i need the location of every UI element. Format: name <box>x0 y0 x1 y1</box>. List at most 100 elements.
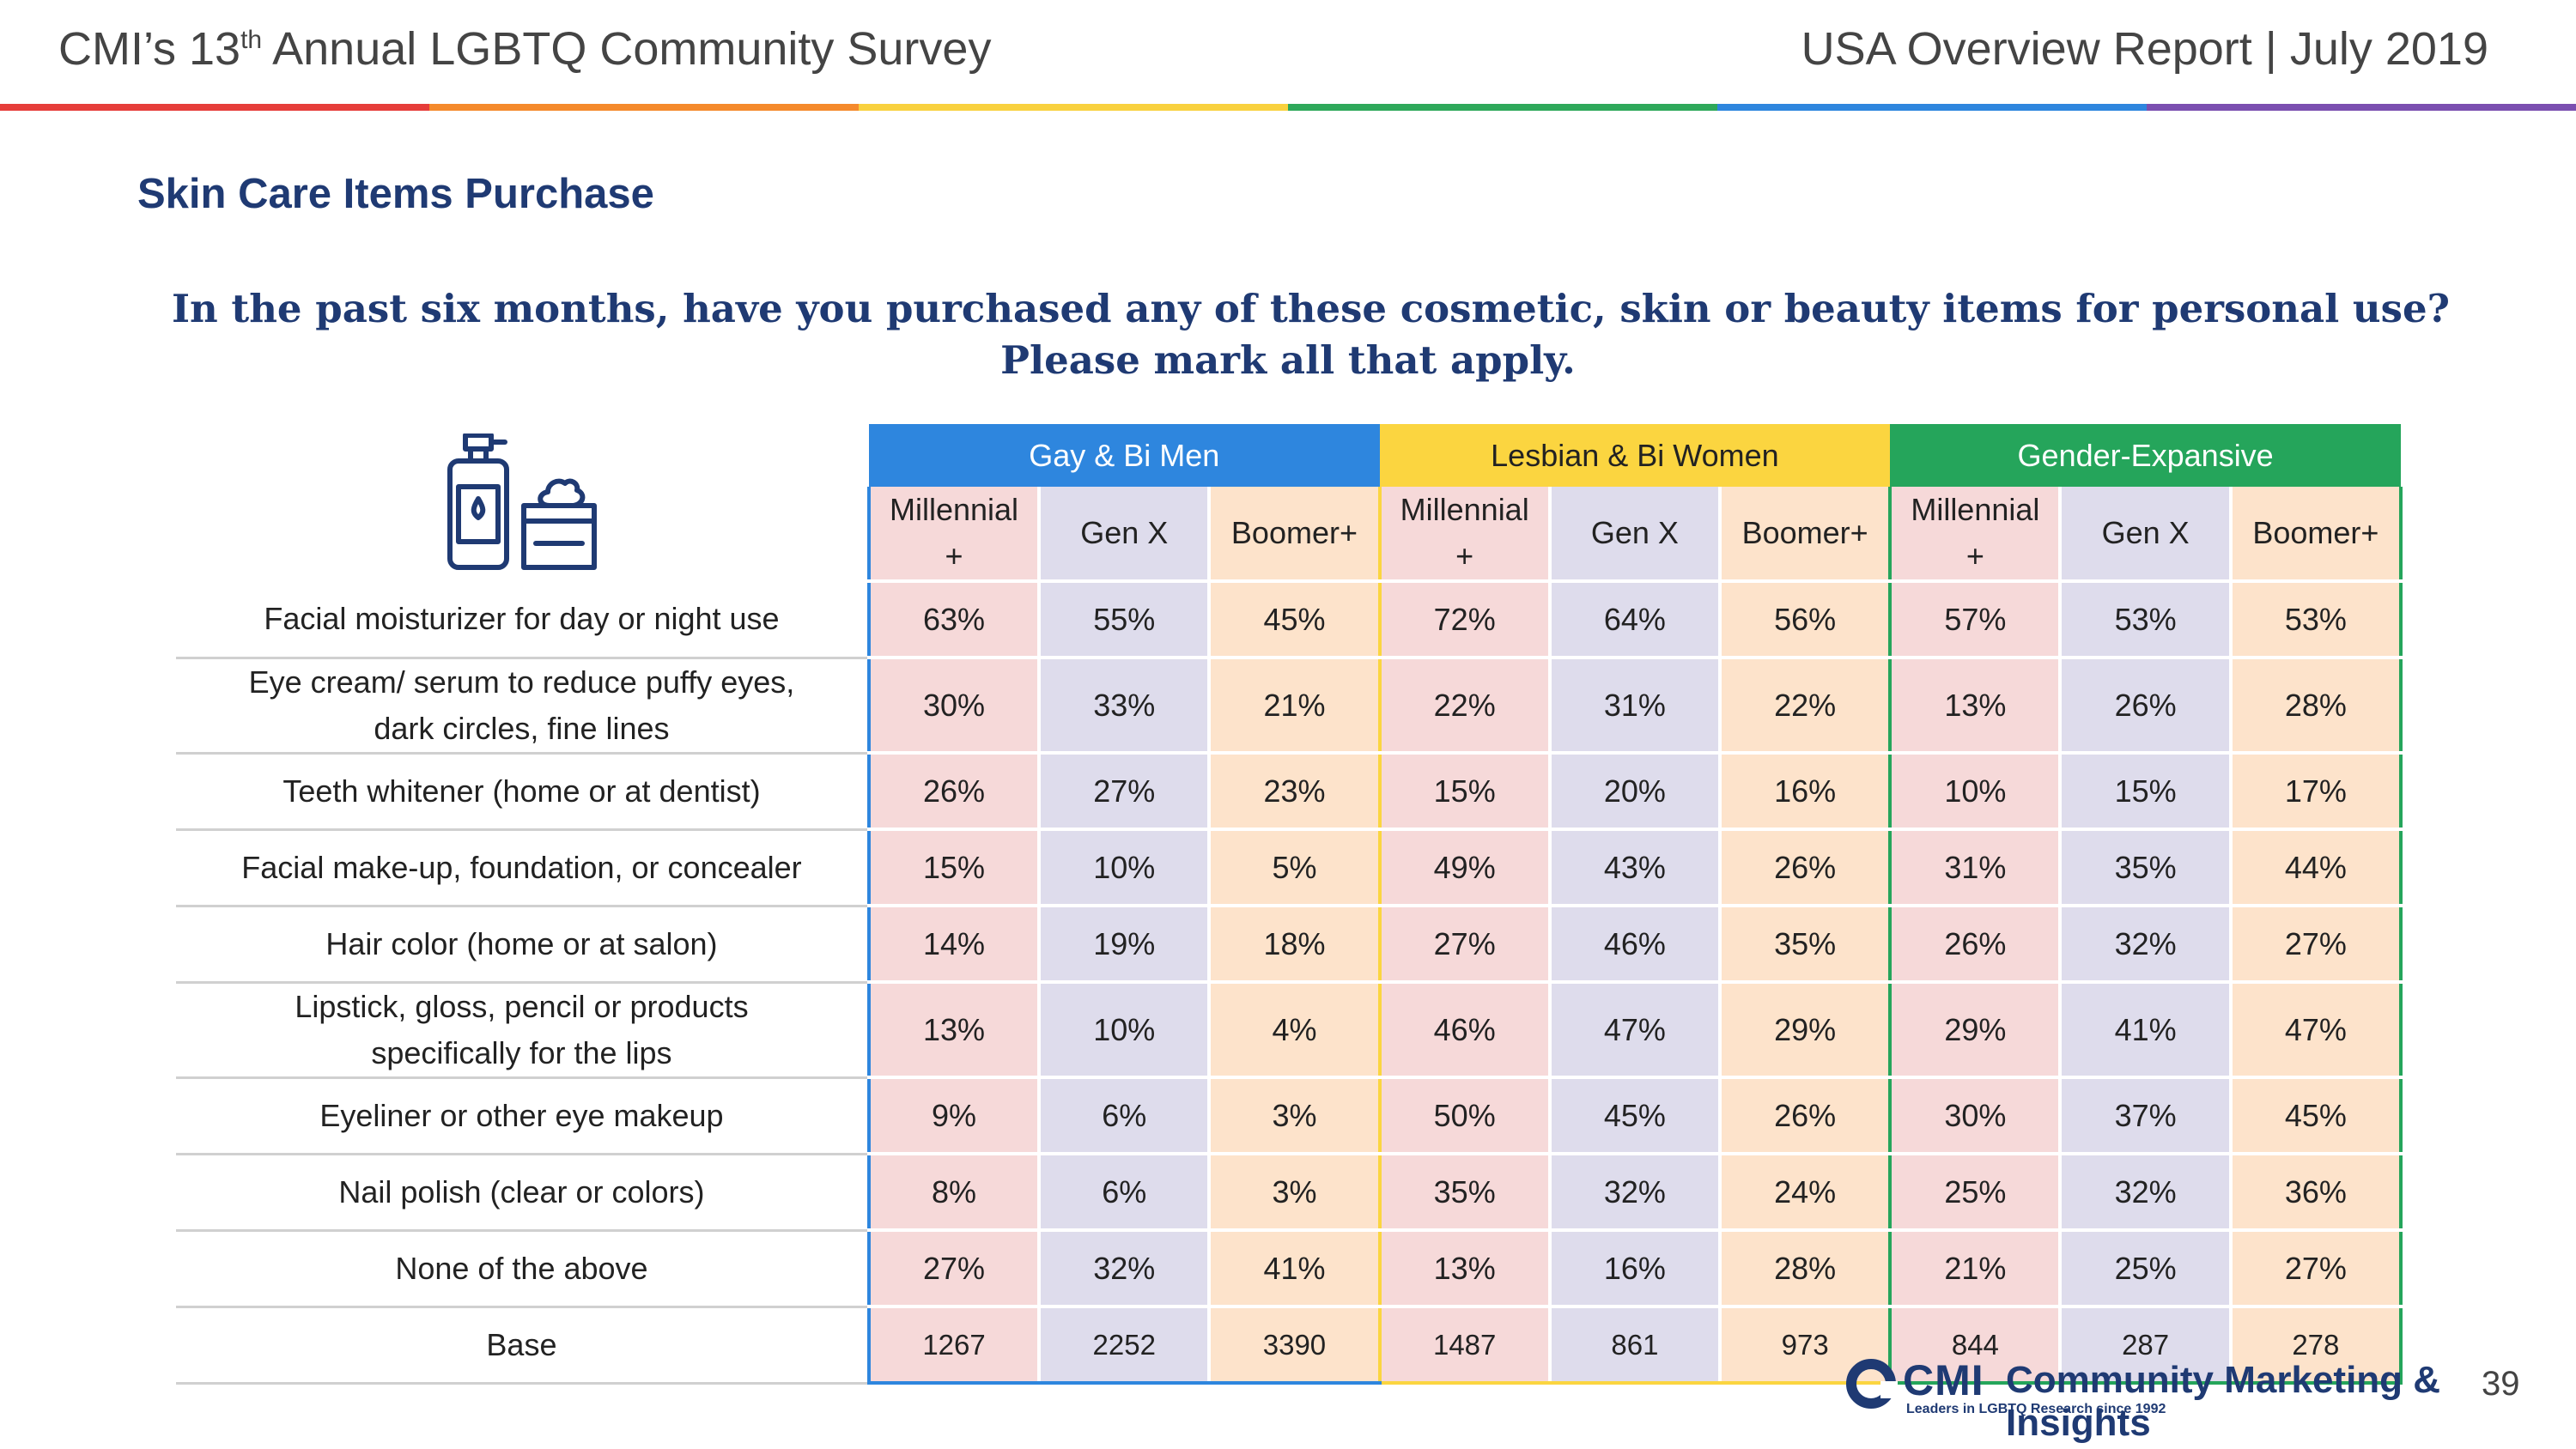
table-cell: 55% <box>1037 581 1210 659</box>
base-cell: 861 <box>1547 1307 1721 1385</box>
base-cell: 1487 <box>1377 1307 1550 1385</box>
table-cell: 27% <box>1037 753 1210 831</box>
table-cell: 14% <box>866 906 1040 984</box>
subheader-genx: Gen X <box>1037 487 1210 583</box>
logo-ring-icon <box>1846 1359 1898 1409</box>
table-cell: 26% <box>2058 658 2231 755</box>
subheader-genx: Gen X <box>2058 487 2231 583</box>
table-cell: 9% <box>866 1077 1040 1155</box>
table-cell: 13% <box>1377 1230 1550 1308</box>
table-cell: 36% <box>2228 1154 2403 1232</box>
table-cell: 27% <box>2228 1230 2403 1308</box>
base-cell: 278 <box>2228 1307 2403 1385</box>
question-line-2: Please mark all that apply. <box>1000 337 1576 383</box>
table-row: Facial moisturizer for day or night use 6… <box>176 581 2403 659</box>
table-cell: 15% <box>1377 753 1550 831</box>
table-cell: 32% <box>2058 906 2231 984</box>
table-cell: 31% <box>1888 829 2061 907</box>
table-row: Eye cream/ serum to reduce puffy eyes, da… <box>176 658 2403 755</box>
table-cell: 22% <box>1377 658 1550 755</box>
table-cell: 3% <box>1207 1077 1380 1155</box>
table-row: Nail polish (clear or colors) 8% 6% 3% 35% 32… <box>176 1154 2403 1232</box>
purchase-table: Gay & Bi Men Lesbian & Bi Women Gender-E… <box>176 424 2403 1385</box>
table-cell: 15% <box>2058 753 2231 831</box>
table-cell: 32% <box>1037 1230 1210 1308</box>
table-cell: 64% <box>1547 581 1721 659</box>
row-label: Facial make-up, foundation, or concealer <box>176 829 869 907</box>
subheader-boomer: Boomer+ <box>1718 487 1891 583</box>
table-cell: 13% <box>1888 658 2061 755</box>
group-header-gender-expansive: Gender-Expansive <box>1890 424 2401 487</box>
row-label: None of the above <box>176 1230 869 1308</box>
subheader-millennial: Millennial + <box>866 487 1040 583</box>
rainbow-segment <box>1288 104 1717 111</box>
table-cell: 6% <box>1037 1154 1210 1232</box>
rainbow-segment <box>2147 104 2576 111</box>
section-title: Skin Care Items Purchase <box>137 171 654 217</box>
base-cell: 2252 <box>1037 1307 1210 1385</box>
table-cell: 46% <box>1547 906 1721 984</box>
table-row: None of the above 27% 32% 41% 13% 16% 28% 21% 25… <box>176 1230 2403 1308</box>
subheader-row: Millennial + Gen X Boomer+ Millennial + Ge… <box>176 487 2403 583</box>
subheader-blank <box>176 487 869 581</box>
subheader-boomer: Boomer+ <box>1207 487 1380 583</box>
table-cell: 31% <box>1547 658 1721 755</box>
table-cell: 45% <box>2228 1077 2403 1155</box>
table-cell: 44% <box>2228 829 2403 907</box>
table-cell: 22% <box>1718 658 1891 755</box>
table-cell: 57% <box>1888 581 2061 659</box>
base-cell: 3390 <box>1207 1307 1380 1385</box>
table-cell: 35% <box>1377 1154 1550 1232</box>
table-cell: 63% <box>866 581 1040 659</box>
report-edition: USA Overview Report | July 2019 <box>1801 23 2488 75</box>
subheader-boomer: Boomer+ <box>2228 487 2403 583</box>
rainbow-divider <box>0 104 2576 111</box>
base-row: Base 1267 2252 3390 1487 861 973 844 287 278 <box>176 1307 2403 1385</box>
series-title-pre: CMI’s 13 <box>58 23 241 75</box>
table-cell: 27% <box>1377 906 1550 984</box>
group-header-row: Gay & Bi Men Lesbian & Bi Women Gender-E… <box>176 424 2401 487</box>
table-cell: 49% <box>1377 829 1550 907</box>
table-cell: 41% <box>2058 982 2231 1079</box>
table-cell: 47% <box>1547 982 1721 1079</box>
question-line-1: In the past six months, have you purchas… <box>172 286 2450 331</box>
logo-company-name: Community Marketing & Insights <box>2006 1359 2441 1444</box>
table-cell: 17% <box>2228 753 2403 831</box>
logo-tagline: Leaders in LGBTQ Research since 1992 <box>1906 1402 2166 1416</box>
page-number: 39 <box>2482 1365 2520 1403</box>
table-cell: 28% <box>1718 1230 1891 1308</box>
rainbow-segment <box>0 104 429 111</box>
table-cell: 6% <box>1037 1077 1210 1155</box>
group-header-gay-bi-men: Gay & Bi Men <box>868 424 1380 487</box>
table-cell: 37% <box>2058 1077 2231 1155</box>
base-cell: 1267 <box>866 1307 1040 1385</box>
base-label: Base <box>176 1307 869 1385</box>
table-cell: 50% <box>1377 1077 1550 1155</box>
table-cell: 28% <box>2228 658 2403 755</box>
table-cell: 26% <box>1888 906 2061 984</box>
table-cell: 13% <box>866 982 1040 1079</box>
group-header-lesbian-bi-women: Lesbian & Bi Women <box>1379 424 1891 487</box>
cmi-logo: CMI Community Marketing & Insights Leade… <box>1846 1356 2464 1444</box>
table-cell: 53% <box>2058 581 2231 659</box>
row-label: Nail polish (clear or colors) <box>176 1154 869 1232</box>
table-cell: 10% <box>1037 829 1210 907</box>
table-cell: 15% <box>866 829 1040 907</box>
table-cell: 20% <box>1547 753 1721 831</box>
table-cell: 10% <box>1888 753 2061 831</box>
table-cell: 30% <box>866 658 1040 755</box>
table-cell: 3% <box>1207 1154 1380 1232</box>
table-row: Facial make-up, foundation, or concealer… <box>176 829 2403 907</box>
table-row: Teeth whitener (home or at dentist) 26% 27… <box>176 753 2403 831</box>
report-series-title: CMI’s 13th Annual LGBTQ Community Survey <box>58 22 991 76</box>
base-cell: 844 <box>1888 1307 2061 1385</box>
table-row: Lipstick, gloss, pencil or products speci… <box>176 982 2403 1079</box>
table-cell: 43% <box>1547 829 1721 907</box>
table-cell: 18% <box>1207 906 1380 984</box>
table-cell: 30% <box>1888 1077 2061 1155</box>
table-cell: 21% <box>1888 1230 2061 1308</box>
table-cell: 35% <box>1718 906 1891 984</box>
logo-cmi-text: CMI <box>1903 1356 1984 1404</box>
table-row: Eyeliner or other eye makeup 9% 6% 3% 50% 45%… <box>176 1077 2403 1155</box>
rainbow-segment <box>859 104 1288 111</box>
